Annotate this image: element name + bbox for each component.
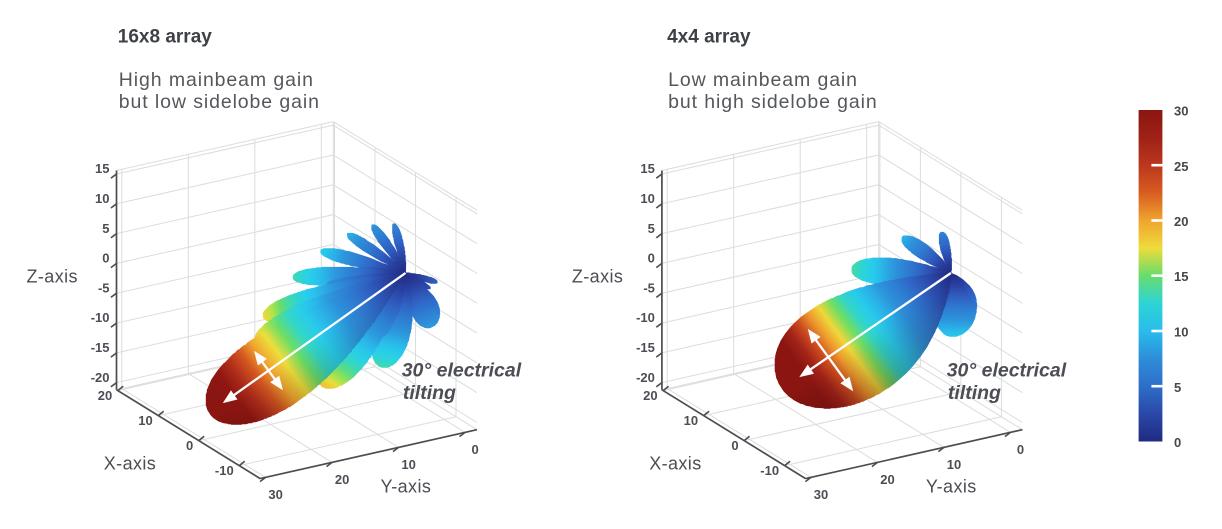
svg-text:Low mainbeam gain: Low mainbeam gain bbox=[668, 69, 858, 91]
svg-text:-15: -15 bbox=[91, 340, 110, 355]
svg-text:Y-axis: Y-axis bbox=[381, 477, 432, 497]
svg-text:10: 10 bbox=[684, 413, 698, 428]
svg-text:20: 20 bbox=[335, 472, 349, 487]
svg-text:5: 5 bbox=[648, 221, 655, 236]
svg-text:20: 20 bbox=[880, 472, 894, 487]
svg-text:-20: -20 bbox=[91, 370, 110, 385]
svg-text:0: 0 bbox=[186, 438, 193, 453]
svg-text:5: 5 bbox=[102, 221, 109, 236]
svg-text:10: 10 bbox=[95, 191, 109, 206]
svg-text:-5: -5 bbox=[98, 280, 110, 295]
svg-text:tilting: tilting bbox=[403, 382, 456, 404]
svg-text:0: 0 bbox=[102, 251, 109, 266]
svg-text:10: 10 bbox=[947, 457, 961, 472]
svg-text:-20: -20 bbox=[636, 370, 655, 385]
svg-text:Z-axis: Z-axis bbox=[572, 267, 623, 287]
svg-text:30° electrical: 30° electrical bbox=[402, 360, 522, 382]
svg-text:10: 10 bbox=[640, 191, 654, 206]
svg-text:16x8 array: 16x8 array bbox=[118, 27, 212, 48]
svg-text:0: 0 bbox=[648, 251, 655, 266]
svg-text:15: 15 bbox=[640, 161, 654, 176]
svg-text:-10: -10 bbox=[215, 463, 234, 478]
svg-text:-10: -10 bbox=[91, 310, 110, 325]
svg-text:X-axis: X-axis bbox=[649, 454, 701, 474]
svg-text:Z-axis: Z-axis bbox=[27, 267, 78, 287]
svg-text:30: 30 bbox=[268, 487, 282, 502]
svg-text:30: 30 bbox=[814, 487, 828, 502]
svg-text:15: 15 bbox=[95, 161, 109, 176]
svg-text:20: 20 bbox=[98, 388, 112, 403]
svg-text:5: 5 bbox=[1174, 380, 1181, 395]
svg-text:15: 15 bbox=[1174, 269, 1188, 284]
svg-text:0: 0 bbox=[1174, 435, 1181, 450]
svg-text:10: 10 bbox=[1174, 325, 1188, 340]
svg-text:10: 10 bbox=[401, 457, 415, 472]
svg-text:30° electrical: 30° electrical bbox=[947, 360, 1067, 382]
svg-text:0: 0 bbox=[1017, 442, 1024, 457]
svg-text:4x4 array: 4x4 array bbox=[667, 27, 751, 48]
svg-text:X-axis: X-axis bbox=[104, 454, 156, 474]
svg-text:0: 0 bbox=[471, 442, 478, 457]
svg-text:-5: -5 bbox=[643, 280, 655, 295]
svg-text:Y-axis: Y-axis bbox=[926, 477, 977, 497]
svg-text:but low sidelobe gain: but low sidelobe gain bbox=[119, 91, 320, 113]
svg-text:20: 20 bbox=[643, 388, 657, 403]
svg-text:-15: -15 bbox=[636, 340, 655, 355]
svg-text:30: 30 bbox=[1174, 104, 1188, 119]
svg-text:20: 20 bbox=[1174, 214, 1188, 229]
svg-text:0: 0 bbox=[731, 438, 738, 453]
svg-text:-10: -10 bbox=[636, 310, 655, 325]
svg-text:25: 25 bbox=[1174, 159, 1188, 174]
svg-text:tilting: tilting bbox=[948, 382, 1001, 404]
svg-text:10: 10 bbox=[138, 413, 152, 428]
svg-text:-10: -10 bbox=[760, 463, 779, 478]
svg-text:but high sidelobe gain: but high sidelobe gain bbox=[668, 91, 878, 113]
svg-text:High mainbeam gain: High mainbeam gain bbox=[119, 69, 314, 91]
